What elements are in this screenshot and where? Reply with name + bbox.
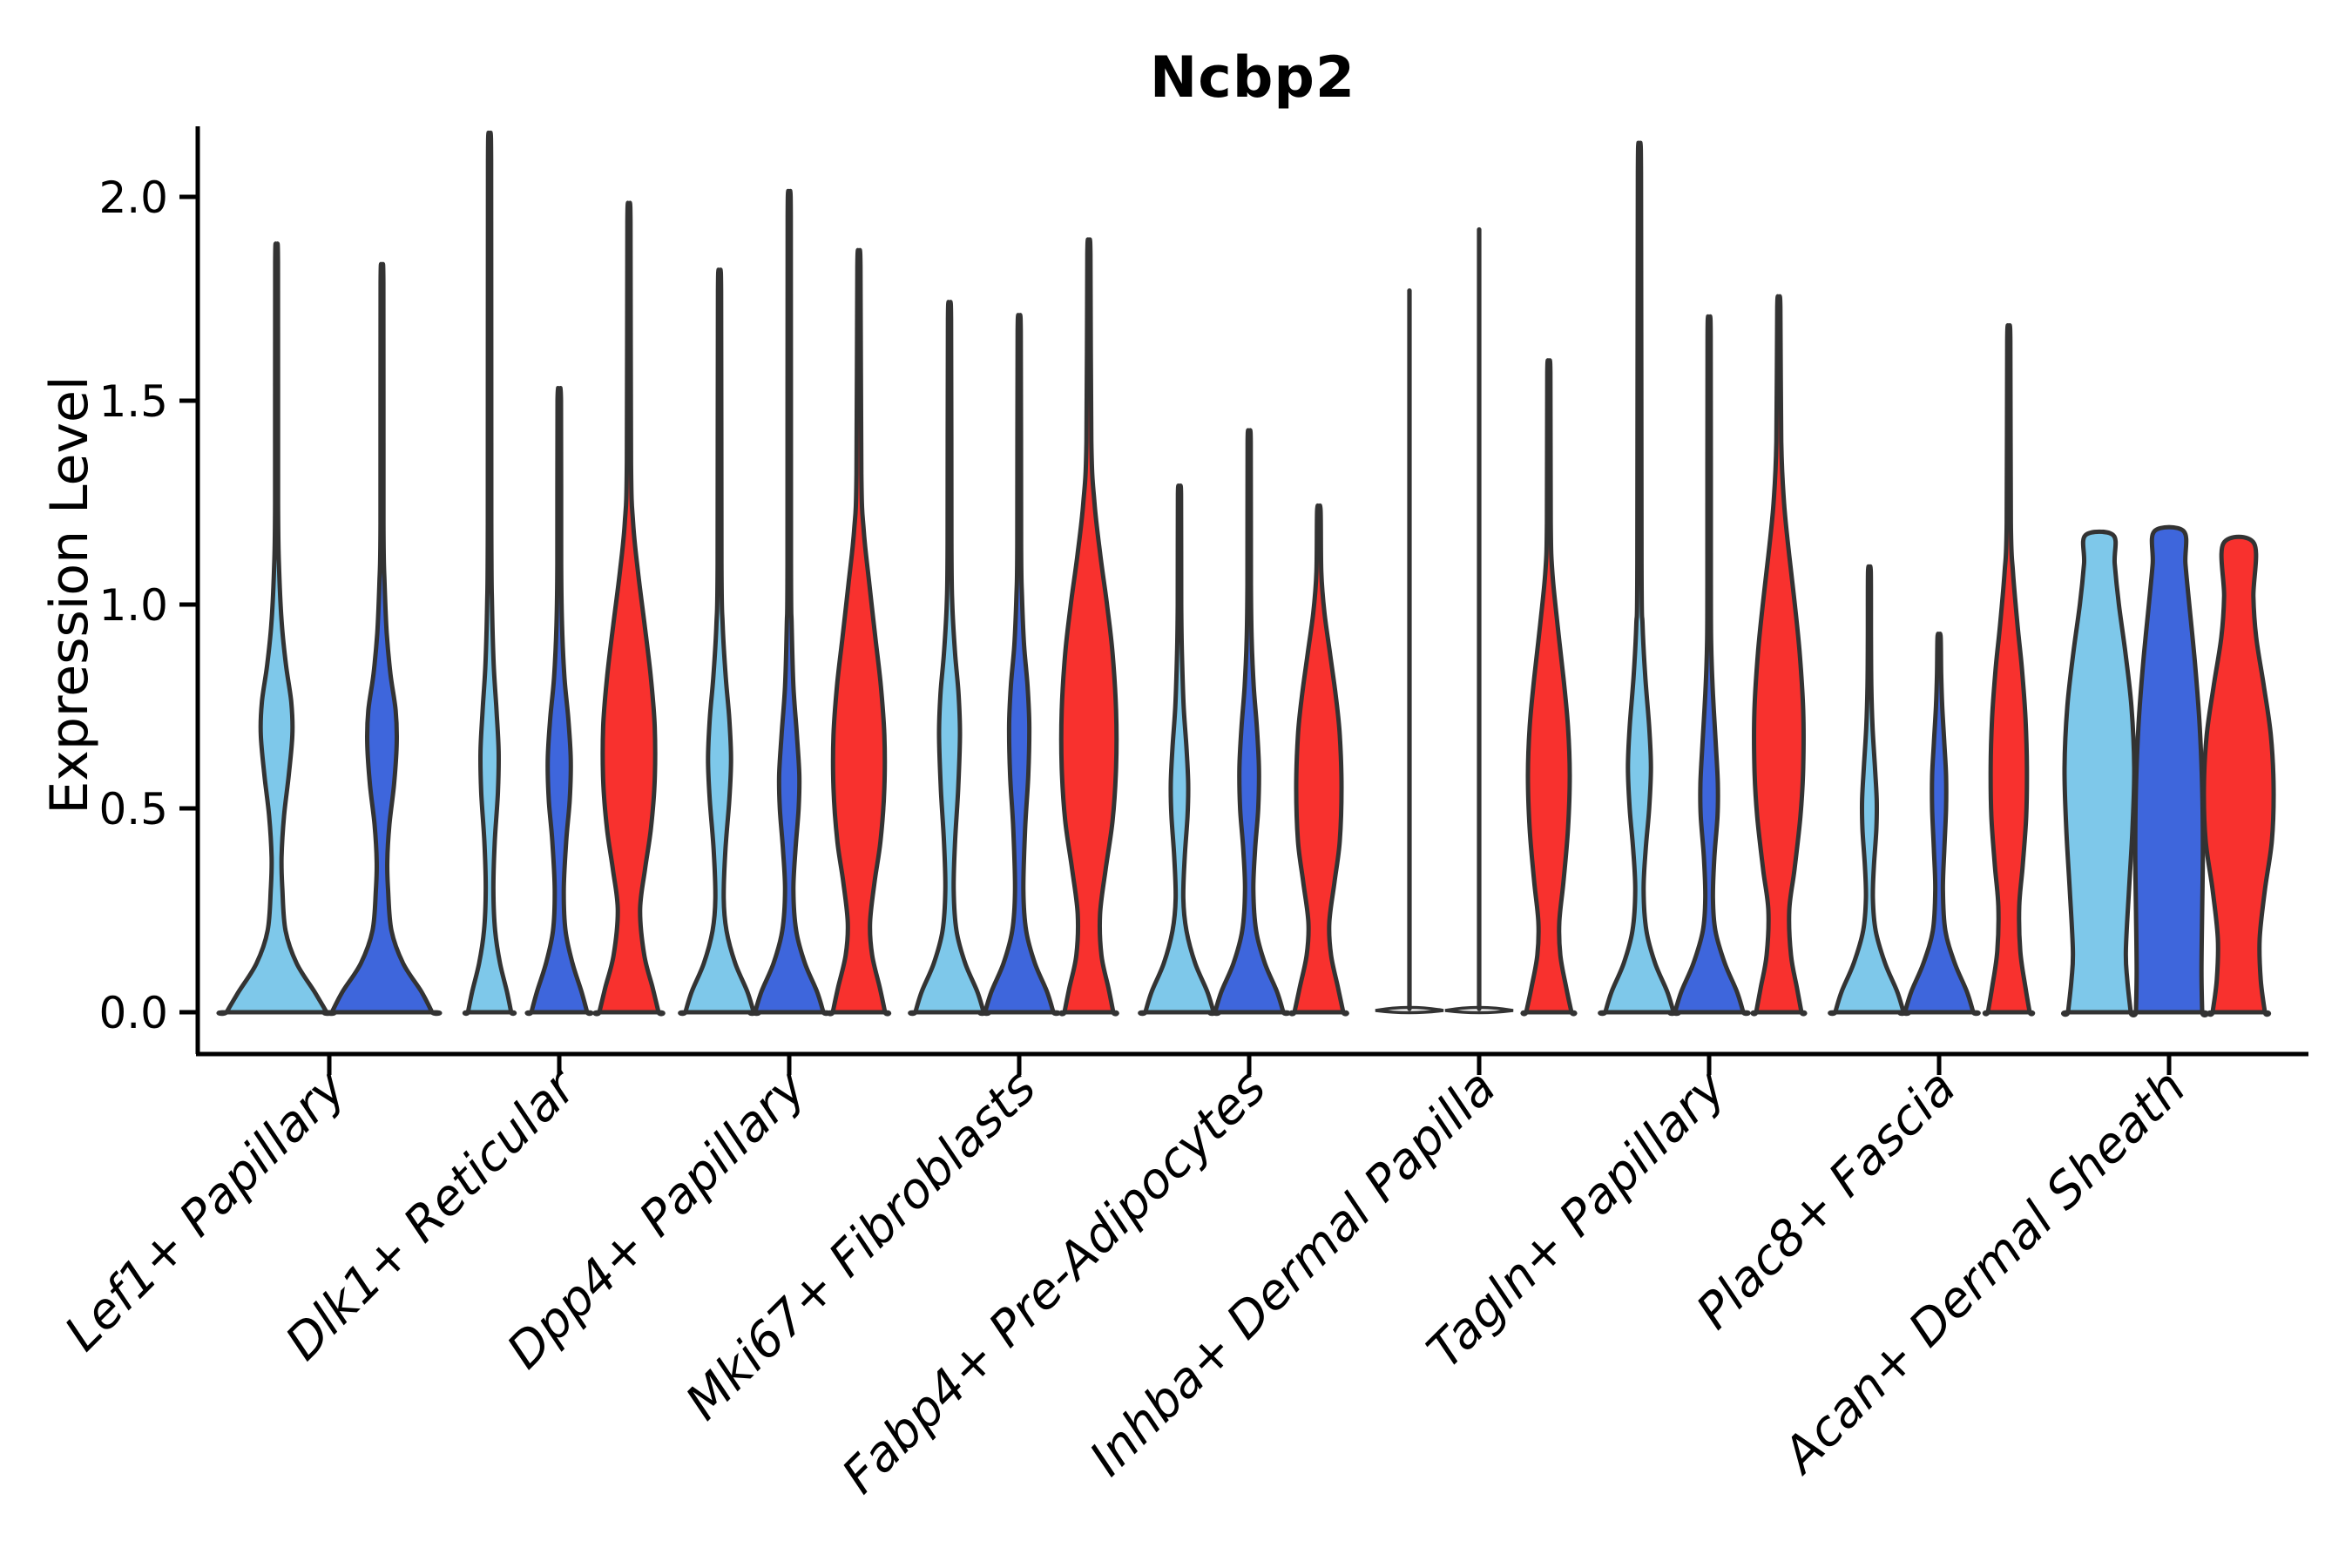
violin-dpp4-papillary-red — [826, 247, 892, 1017]
violin-dlk1-reticular-royal-blue — [524, 386, 594, 1017]
x-tick-label-acan-dermal-sheath: Acan+ Dermal Sheath — [1771, 1059, 2197, 1485]
y-tick-label: 1.0 — [98, 580, 168, 631]
y-tick-label: 0.5 — [98, 784, 168, 835]
y-axis-title: Expression Level — [39, 375, 100, 814]
x-tick-label-inhba-dermal-papilla: Inhba+ Dermal Papilla — [1079, 1059, 1507, 1487]
violin-inhba-dermal-papilla-red — [1520, 358, 1578, 1017]
violin-acan-dermal-sheath-red — [2201, 534, 2276, 1017]
y-tick-label: 1.5 — [98, 376, 168, 427]
violin-inhba-dermal-papilla-royal-blue-base — [1444, 1005, 1514, 1015]
violin-fabp4-pre-adipocytes-light-blue — [1138, 483, 1221, 1017]
y-tick-label: 2.0 — [98, 172, 168, 223]
violin-mki67-fibroblasts-light-blue — [908, 300, 991, 1017]
violin-plac8-fascia-royal-blue — [1897, 632, 1981, 1017]
y-tick-label: 0.0 — [98, 988, 168, 1038]
violin-acan-dermal-sheath-royal-blue — [2128, 524, 2210, 1017]
violin-dpp4-papillary-royal-blue — [747, 188, 831, 1017]
violin-dlk1-reticular-red — [592, 200, 666, 1017]
violin-mki67-fibroblasts-red — [1058, 237, 1119, 1017]
violin-tagln-papillary-light-blue — [1598, 140, 1681, 1017]
chart-title: Ncbp2 — [1149, 45, 1356, 111]
violin-acan-dermal-sheath-light-blue — [2061, 529, 2138, 1017]
violin-fabp4-pre-adipocytes-royal-blue — [1207, 428, 1291, 1017]
violin-tagln-papillary-red — [1750, 294, 1808, 1017]
violin-dpp4-papillary-light-blue — [678, 267, 761, 1017]
violin-plac8-fascia-red — [1982, 323, 2036, 1017]
violin-fabp4-pre-adipocytes-red — [1288, 503, 1349, 1017]
violin-tagln-papillary-royal-blue — [1667, 314, 1751, 1017]
violin-inhba-dermal-papilla-light-blue-base — [1375, 1005, 1444, 1015]
x-tick-label-fabp4-pre-adipocytes: Fabp4+ Pre-Adipocytes — [832, 1059, 1277, 1504]
violin-lef1-papillary-light-blue — [216, 241, 337, 1017]
violin-plac8-fascia-light-blue — [1828, 564, 1911, 1017]
violin-lef1-papillary-royal-blue — [321, 261, 443, 1017]
violin-mki67-fibroblasts-royal-blue — [977, 313, 1061, 1017]
violin-dlk1-reticular-light-blue — [462, 130, 517, 1017]
